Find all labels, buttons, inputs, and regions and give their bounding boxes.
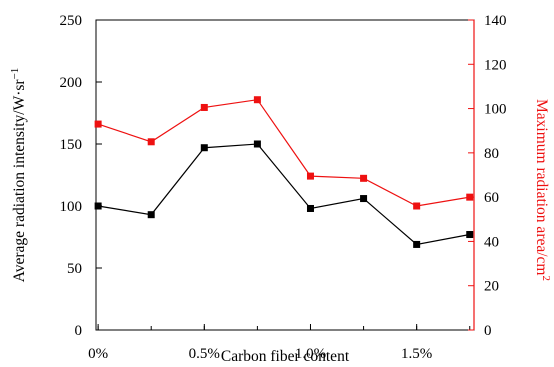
x-tick-label: 1.5% [401, 346, 432, 362]
data-point [360, 195, 368, 203]
data-point [253, 140, 261, 148]
series-line-avg-intensity [98, 143, 470, 246]
y-left-tick-label: 200 [60, 75, 83, 91]
series-layer [94, 96, 474, 248]
data-point [413, 202, 421, 210]
y-right-tick-label: 40 [484, 234, 499, 250]
y-right-tick-label: 120 [484, 57, 507, 73]
data-point [413, 240, 421, 248]
data-point [147, 211, 155, 219]
y-left-tick-label: 150 [60, 137, 83, 153]
x-axis-title: Carbon fiber content [221, 348, 350, 365]
y-right-tick-label: 20 [484, 279, 499, 295]
y-left-tick-label: 50 [67, 261, 82, 277]
data-point [466, 231, 474, 239]
data-point [253, 96, 261, 104]
data-point [94, 202, 102, 210]
y-right-axis-title: Maximum radiation area/cm2 [533, 99, 552, 281]
x-tick-label: 1.0% [295, 346, 326, 362]
y-right-tick-label: 0 [484, 323, 492, 339]
data-point [94, 120, 102, 128]
y-right-title-text: Maximum radiation area/cm [533, 99, 550, 275]
y-left-tick-label: 250 [60, 13, 83, 29]
data-point [306, 172, 314, 180]
y-right-tick-label: 100 [484, 102, 507, 118]
y-left-title-sup: −1 [9, 68, 21, 80]
data-point [200, 103, 208, 111]
x-tick-label: 0% [88, 346, 108, 362]
y-axis-right: 0 20 40 60 80 100 120 140 [468, 13, 507, 339]
y-right-title-sup: 2 [540, 275, 552, 281]
data-point [360, 174, 368, 182]
y-right-tick-label: 80 [484, 146, 499, 162]
data-point [466, 193, 474, 201]
data-point [200, 144, 208, 152]
y-right-tick-label: 140 [484, 13, 507, 29]
y-left-axis-title: Average radiation intensity/W·sr−1 [9, 68, 28, 283]
data-point [306, 204, 314, 212]
plot-area [95, 19, 475, 331]
y-left-tick-label: 100 [60, 199, 83, 215]
x-axis: 0% 0.5% 1.0% 1.5% [88, 324, 471, 362]
data-point [147, 138, 155, 146]
series-line-max-area [97, 99, 470, 207]
y-left-title-text: Average radiation intensity/W·sr [11, 79, 28, 283]
x-tick-label: 0.5% [189, 346, 220, 362]
y-left-tick-label: 0 [75, 323, 83, 339]
y-right-tick-label: 60 [484, 190, 499, 206]
